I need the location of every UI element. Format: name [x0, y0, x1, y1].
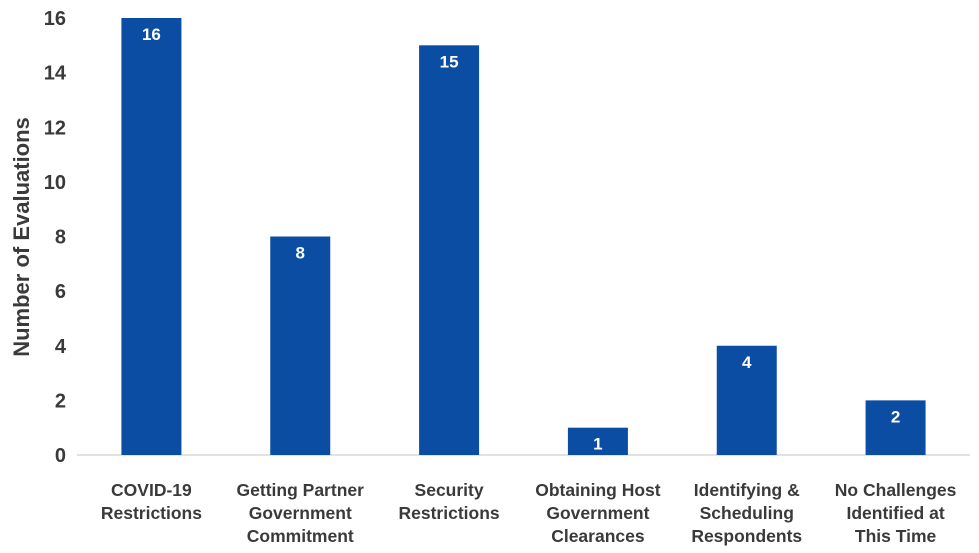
data-label: 1	[593, 435, 602, 454]
y-tick-label: 2	[55, 390, 66, 412]
y-tick-label: 0	[55, 445, 66, 467]
bar	[121, 18, 182, 455]
data-label: 2	[891, 407, 900, 426]
category-labels-group: COVID-19 Restrictions Getting Partner Gover…	[101, 480, 957, 546]
y-tick-label: 6	[55, 281, 66, 303]
y-tick-label: 8	[55, 227, 66, 249]
category-label: COVID-19	[111, 480, 192, 500]
category-label: Government	[546, 503, 649, 523]
category-label: Clearances	[551, 526, 645, 546]
y-axis-title: Number of Evaluations	[9, 117, 34, 357]
category-label: Government	[249, 503, 352, 523]
category-label: Commitment	[247, 526, 354, 546]
category-label: Respondents	[691, 526, 802, 546]
category-label: Restrictions	[101, 503, 202, 523]
y-axis-ticks: 0 2 4 6 8 10 12 14 16	[44, 8, 67, 467]
data-label: 4	[742, 353, 752, 372]
category-label: Security	[415, 480, 484, 500]
category-label: Scheduling	[700, 503, 794, 523]
category-label: Restrictions	[399, 503, 500, 523]
data-labels-group: 16 8 15 1 4 2	[142, 25, 900, 454]
bar	[865, 400, 926, 455]
bar	[567, 427, 628, 455]
category-label: This Time	[855, 526, 937, 546]
data-label: 15	[440, 52, 459, 71]
category-label: Obtaining Host	[535, 480, 661, 500]
category-label: Identified at	[846, 503, 944, 523]
bar	[419, 45, 480, 455]
y-tick-label: 16	[44, 8, 66, 30]
category-label: Getting Partner	[237, 480, 365, 500]
bar	[270, 236, 331, 455]
y-tick-label: 4	[55, 336, 67, 358]
y-tick-label: 10	[44, 172, 66, 194]
category-label: Identifying &	[694, 480, 800, 500]
bar	[716, 345, 777, 455]
y-tick-label: 14	[44, 63, 67, 85]
category-label: No Challenges	[835, 480, 957, 500]
data-label: 16	[142, 25, 161, 44]
data-label: 8	[296, 244, 305, 263]
y-tick-label: 12	[44, 117, 66, 139]
bars-group	[121, 18, 926, 455]
